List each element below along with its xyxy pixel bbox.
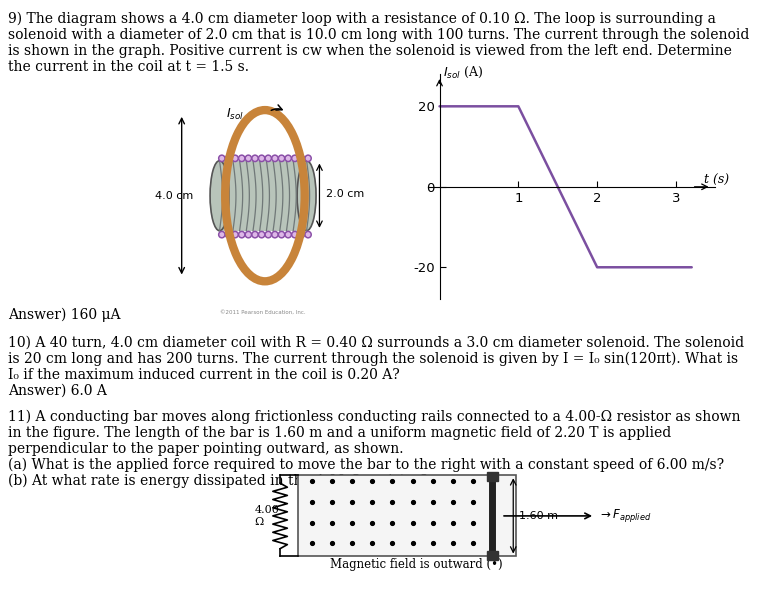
Text: Answer) 6.0 A: Answer) 6.0 A [8, 384, 107, 398]
Text: solenoid with a diameter of 2.0 cm that is 10.0 cm long with 100 turns. The curr: solenoid with a diameter of 2.0 cm that … [8, 28, 749, 42]
Text: 4.0 cm: 4.0 cm [155, 191, 194, 200]
Circle shape [227, 157, 230, 160]
Circle shape [265, 155, 272, 162]
Circle shape [291, 231, 298, 238]
Circle shape [219, 231, 225, 238]
Ellipse shape [210, 161, 229, 231]
Circle shape [307, 157, 310, 160]
Circle shape [286, 233, 290, 237]
Circle shape [232, 155, 238, 162]
Text: Answer) 160 μA: Answer) 160 μA [8, 308, 120, 323]
Circle shape [233, 157, 237, 160]
Circle shape [265, 231, 272, 238]
Circle shape [220, 233, 223, 237]
Circle shape [300, 157, 303, 160]
Circle shape [252, 155, 258, 162]
Bar [487, 472, 497, 481]
Circle shape [273, 157, 276, 160]
Text: $\rightarrow F_{applied}$: $\rightarrow F_{applied}$ [598, 508, 652, 524]
Circle shape [258, 231, 265, 238]
Ellipse shape [297, 161, 316, 231]
Text: 10) A 40 turn, 4.0 cm diameter coil with R = 0.40 Ω surrounds a 3.0 cm diameter : 10) A 40 turn, 4.0 cm diameter coil with… [8, 336, 744, 350]
Circle shape [279, 231, 285, 238]
Text: I₀ if the maximum induced current in the coil is 0.20 A?: I₀ if the maximum induced current in the… [8, 368, 400, 382]
Text: (a) What is the applied force required to move the bar to the right with a const: (a) What is the applied force required t… [8, 458, 724, 473]
Circle shape [293, 157, 297, 160]
Circle shape [266, 233, 270, 237]
Text: perpendicular to the paper pointing outward, as shown.: perpendicular to the paper pointing outw… [8, 442, 403, 456]
Circle shape [279, 155, 285, 162]
Text: is shown in the graph. Positive current is cw when the solenoid is viewed from t: is shown in the graph. Positive current … [8, 44, 732, 58]
Bar [220, 161, 307, 231]
Circle shape [286, 157, 290, 160]
Circle shape [245, 155, 251, 162]
Circle shape [307, 233, 310, 237]
Text: 2.0 cm: 2.0 cm [326, 189, 364, 199]
Circle shape [232, 231, 238, 238]
Circle shape [227, 233, 230, 237]
Circle shape [272, 155, 278, 162]
Circle shape [252, 231, 258, 238]
Circle shape [240, 157, 244, 160]
Circle shape [220, 157, 223, 160]
Bar [298, 476, 516, 556]
Circle shape [254, 233, 257, 237]
Circle shape [300, 233, 303, 237]
Text: is 20 cm long and has 200 turns. The current through the solenoid is given by I : is 20 cm long and has 200 turns. The cur… [8, 352, 738, 366]
Circle shape [273, 233, 276, 237]
Text: 4.00
Ω: 4.00 Ω [254, 505, 279, 527]
Text: 9) The diagram shows a 4.0 cm diameter loop with a resistance of 0.10 Ω. The loo: 9) The diagram shows a 4.0 cm diameter l… [8, 12, 716, 27]
Circle shape [219, 155, 225, 162]
Text: ©2011 Pearson Education, Inc.: ©2011 Pearson Education, Inc. [220, 310, 305, 315]
Circle shape [260, 233, 263, 237]
Text: (b) At what rate is energy dissipated in the 4.00 Ω resistor?: (b) At what rate is energy dissipated in… [8, 474, 428, 489]
Circle shape [280, 233, 283, 237]
Circle shape [293, 233, 297, 237]
Circle shape [238, 155, 245, 162]
Text: Magnetic field is outward (•): Magnetic field is outward (•) [330, 559, 503, 572]
Circle shape [266, 157, 270, 160]
Circle shape [247, 157, 250, 160]
Circle shape [233, 233, 237, 237]
Circle shape [298, 155, 304, 162]
Text: $I_{sol}$: $I_{sol}$ [226, 106, 244, 122]
Circle shape [238, 231, 245, 238]
Circle shape [254, 157, 257, 160]
Circle shape [305, 231, 311, 238]
Text: $I_{sol}$ (A): $I_{sol}$ (A) [444, 65, 484, 80]
Circle shape [247, 233, 250, 237]
Circle shape [291, 155, 298, 162]
Text: in the figure. The length of the bar is 1.60 m and a uniform magnetic field of 2: in the figure. The length of the bar is … [8, 426, 671, 440]
Bar [487, 551, 497, 560]
Text: 1.60 m: 1.60 m [519, 511, 559, 521]
Text: the current in the coil at t = 1.5 s.: the current in the coil at t = 1.5 s. [8, 60, 249, 74]
Circle shape [226, 231, 232, 238]
Circle shape [305, 155, 311, 162]
Circle shape [285, 231, 291, 238]
Text: t (s): t (s) [703, 174, 729, 187]
Circle shape [226, 155, 232, 162]
Circle shape [245, 231, 251, 238]
Circle shape [258, 155, 265, 162]
Circle shape [298, 231, 304, 238]
Circle shape [240, 233, 244, 237]
Circle shape [285, 155, 291, 162]
Circle shape [272, 231, 278, 238]
Text: 11) A conducting bar moves along frictionless conducting rails connected to a 4.: 11) A conducting bar moves along frictio… [8, 410, 740, 425]
Circle shape [260, 157, 263, 160]
Circle shape [280, 157, 283, 160]
